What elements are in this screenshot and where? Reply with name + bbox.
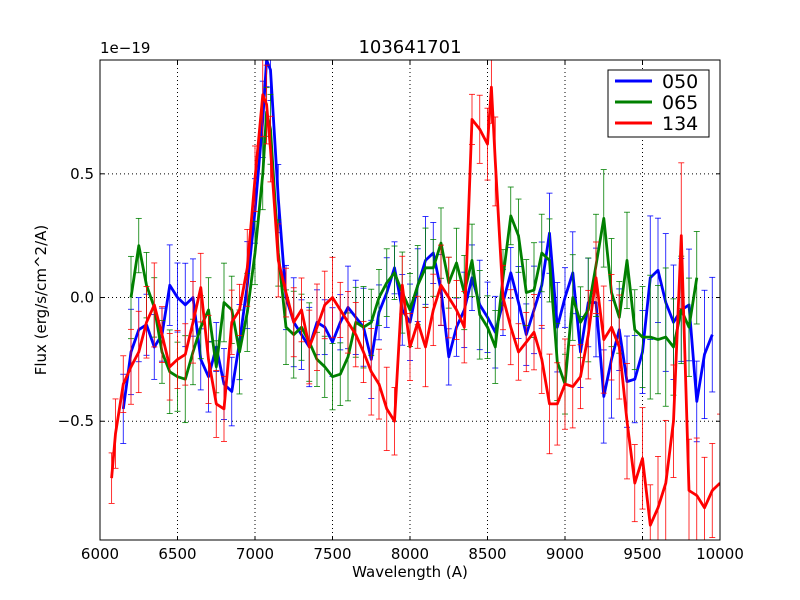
x-tick-label: 10000 — [696, 545, 744, 563]
series-134 — [108, 60, 720, 540]
y-axis-label: Flux (erg/s/cm^2/A) — [32, 225, 50, 376]
chart-title: 103641701 — [358, 37, 461, 58]
legend-label-134: 134 — [662, 113, 698, 135]
legend-label-050: 050 — [662, 71, 698, 93]
x-tick-label: 9500 — [623, 545, 661, 563]
x-tick-label: 8500 — [468, 545, 506, 563]
y-tick-label: −0.5 — [58, 412, 94, 430]
x-tick-label: 7000 — [236, 545, 274, 563]
legend-label-065: 065 — [662, 92, 698, 114]
x-tick-label: 8000 — [391, 545, 429, 563]
y-tick-label: 0.0 — [70, 289, 94, 307]
x-tick-label: 6500 — [158, 545, 196, 563]
x-tick-label: 7500 — [313, 545, 351, 563]
x-tick-label: 6000 — [81, 545, 119, 563]
y-offset-label: 1e−19 — [100, 39, 150, 57]
series-line-050 — [121, 60, 714, 410]
ticks: 6000 6500 7000 7500 8000 8500 9000 9500 10000 −0.… — [58, 60, 744, 563]
series-line-134 — [110, 85, 720, 527]
x-tick-label: 9000 — [546, 545, 584, 563]
x-axis-label: Wavelength (A) — [352, 563, 468, 581]
y-tick-label: 0.5 — [70, 165, 94, 183]
series-line-065 — [129, 110, 699, 386]
series-layer — [108, 60, 720, 540]
